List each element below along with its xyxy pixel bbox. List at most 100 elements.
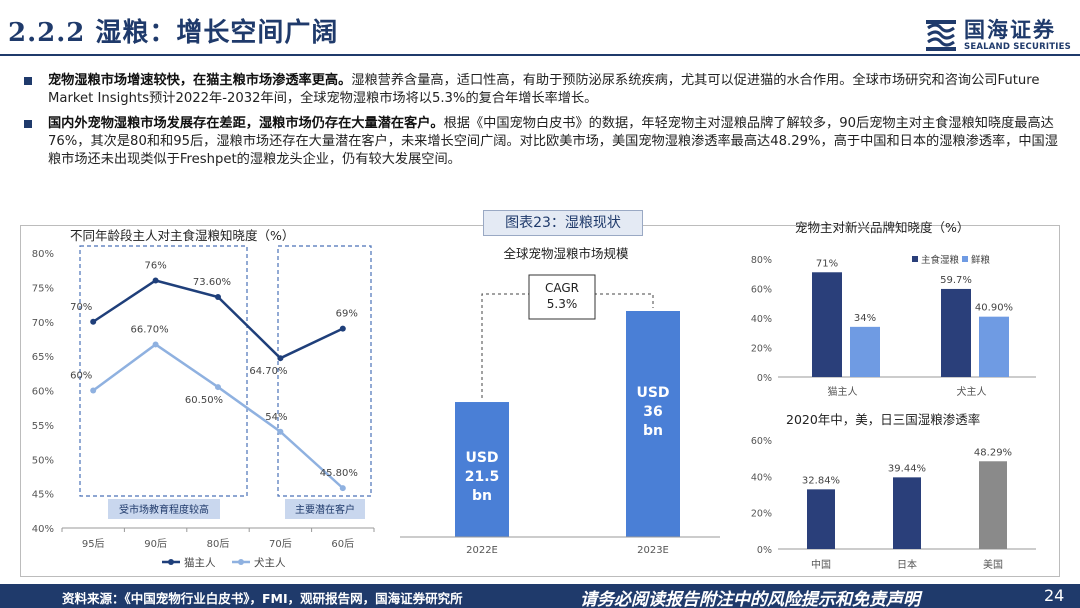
annotation-label-bg (285, 499, 365, 519)
y-tick-label: 75% (32, 283, 54, 294)
company-logo: 国海证券 SEALAND SECURITIES (922, 14, 1072, 54)
footer-disclaimer: 请务必阅读报告附注中的风险提示和免责声明 (580, 590, 920, 608)
bullet-lead: 国内外宠物湿粮市场发展存在差距，湿粮市场仍存在大量潜在客户。 (48, 116, 444, 131)
data-point (152, 341, 159, 348)
footer-source: 资料来源：《中国宠物行业白皮书》，FMI，观研报告网，国海证券研究所 (62, 591, 463, 606)
legend-label: 犬主人 (254, 556, 286, 569)
cagr-label: CAGR (545, 281, 579, 295)
penetration-bar (979, 461, 1007, 549)
market-bar-label: USD (636, 385, 669, 401)
data-label: 64.70% (249, 366, 287, 377)
market-bar-label: 36 (643, 404, 662, 420)
brand-bar (850, 326, 880, 377)
y-tick-label: 65% (32, 352, 54, 363)
data-label: 34% (854, 313, 876, 324)
cagr-value: 5.3% (547, 297, 578, 311)
y-tick-label: 45% (32, 490, 54, 501)
annotation-box-potential (277, 245, 372, 497)
y-tick-label: 0% (757, 373, 772, 384)
x-tick-label: 2022E (466, 545, 498, 556)
x-tick-label: 中国 (811, 558, 831, 571)
y-tick-label: 55% (32, 421, 54, 432)
x-tick-label: 60后 (331, 538, 354, 550)
cagr-box (528, 274, 596, 320)
series-line-dog (92, 342, 344, 490)
data-label: 48.29% (974, 447, 1012, 458)
bullet-square-icon (24, 120, 32, 128)
bullet-square-icon (24, 77, 32, 85)
legend-label: 主食湿粮 (921, 254, 960, 266)
data-label: 39.44% (888, 463, 926, 474)
page-title: 2.2.2 湿粮：增长空间广阔 (8, 18, 339, 48)
x-tick-label: 犬主人 (957, 385, 987, 398)
title-divider (0, 54, 1080, 56)
series-line-cat (92, 279, 344, 360)
bullet-list: 宠物湿粮市场增速较快，在猫主粮市场渗透率更高。湿粮营养含量高，适口性高，有助于预… (24, 72, 1060, 176)
y-tick-label: 60% (751, 436, 772, 447)
market-bar-label: bn (643, 423, 663, 439)
data-label: 60.50% (185, 395, 223, 406)
bullet-text: 湿粮营养含量高，适口性高，有助于预防泌尿系统疾病，尤其可以促进猫的水合作用。全球… (48, 73, 1040, 106)
annotation-label-bg (108, 499, 220, 519)
data-label: 71% (816, 258, 838, 269)
market-bar (455, 402, 509, 537)
logo-name: 国海证券 (964, 18, 1056, 42)
penetration-bar (893, 477, 921, 549)
y-tick-label: 70% (32, 318, 54, 329)
data-label: 32.84% (802, 475, 840, 486)
penetration-bar (807, 489, 835, 549)
x-tick-label: 日本 (897, 558, 917, 571)
data-point (215, 384, 221, 391)
y-tick-label: 20% (751, 344, 772, 355)
market-bar-label: bn (472, 488, 492, 504)
x-tick-label: 95后 (82, 538, 105, 550)
y-tick-label: 80% (32, 249, 54, 260)
x-tick-label: 70后 (269, 538, 292, 550)
y-tick-label: 40% (751, 472, 772, 483)
brand-bar (979, 316, 1009, 377)
y-tick-label: 40% (751, 314, 772, 325)
annotation-label-educated: 受市场教育程度较高 (119, 503, 209, 516)
annotation-box-educated (79, 245, 248, 497)
data-label: 76% (144, 261, 166, 272)
legend-label: 猫主人 (184, 556, 216, 569)
y-tick-label: 80% (751, 255, 772, 266)
brand-bar (941, 288, 971, 377)
data-label: 54% (265, 412, 287, 423)
brand-chart-title: 宠物主对新兴品牌知晓度（%） (795, 220, 969, 235)
legend-marker (238, 559, 244, 565)
x-tick-label: 80后 (207, 538, 230, 550)
data-point (277, 428, 284, 435)
annotation-label-potential: 主要潜在客户 (295, 503, 355, 516)
market-bar (626, 311, 680, 537)
data-label: 60% (70, 371, 92, 382)
logo-subtitle: SEALAND SECURITIES (964, 42, 1071, 52)
y-tick-label: 60% (751, 285, 772, 296)
bullet-lead: 宠物湿粮市场增速较快，在猫主粮市场渗透率更高。 (48, 73, 352, 88)
y-tick-label: 40% (32, 524, 54, 535)
brand-bar (812, 272, 842, 377)
x-tick-label: 90后 (144, 538, 167, 550)
data-point (339, 325, 346, 332)
y-tick-label: 0% (757, 545, 772, 556)
data-point (152, 277, 159, 284)
legend-label: 鲜粮 (971, 254, 991, 266)
legend-swatch (962, 256, 968, 262)
x-tick-label: 2023E (637, 545, 669, 556)
market-chart-title: 全球宠物湿粮市场规模 (503, 246, 629, 261)
data-label: 40.90% (975, 303, 1013, 314)
cagr-connector (481, 293, 654, 398)
data-label: 59.7% (940, 275, 972, 286)
x-tick-label: 猫主人 (828, 385, 858, 398)
data-label: 73.60% (193, 277, 231, 288)
page-number: 24 (1044, 586, 1065, 605)
data-point (215, 294, 221, 300)
data-point (277, 355, 284, 362)
y-tick-label: 20% (751, 509, 772, 520)
figure-tag: 图表23：湿粮现状 (483, 210, 643, 236)
data-point (90, 387, 97, 394)
footer-bar (0, 584, 1080, 608)
bullet-item: 宠物湿粮市场增速较快，在猫主粮市场渗透率更高。湿粮营养含量高，适口性高，有助于预… (24, 72, 1060, 108)
data-point (90, 318, 97, 325)
data-label: 66.70% (131, 324, 169, 335)
